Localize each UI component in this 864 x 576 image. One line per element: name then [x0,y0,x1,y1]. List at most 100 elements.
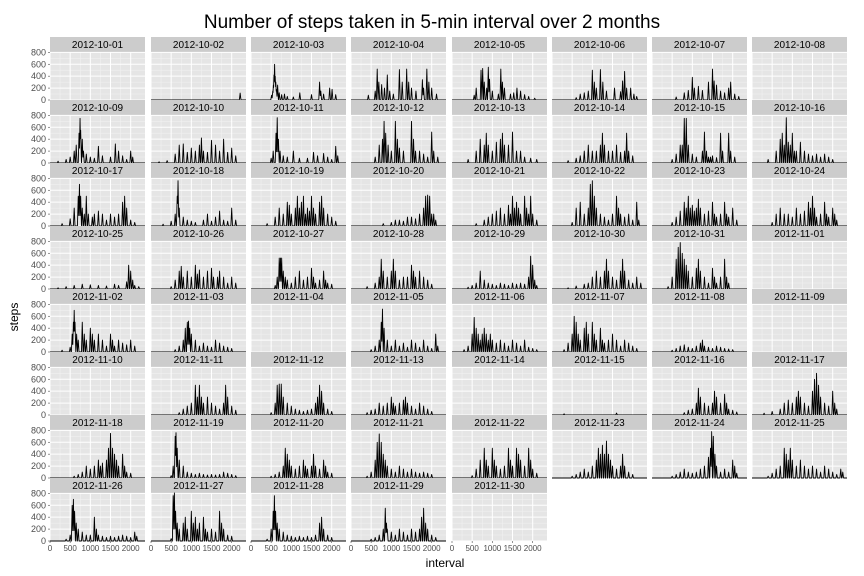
y-tick-label: 400 [31,134,46,144]
facet-strip [50,289,145,304]
facet-strip-label: 2012-11-16 [674,355,725,366]
facet-panel: 2012-10-06 [551,37,648,101]
facet-panel: 2012-10-18 [150,163,247,227]
facet-panel: 2012-11-04 [250,289,346,353]
facet-strip-label: 2012-11-24 [674,418,725,429]
facet-strip [452,478,547,493]
facet-strip [652,37,747,52]
facet-panel: 2012-10-31 [651,226,748,290]
facet-panel: 2012-11-14 [451,352,547,416]
facet-strip [552,289,647,304]
y-tick-label: 0 [41,221,46,231]
facet-panel: 2012-11-08 [651,289,748,353]
y-tick-label: 0 [41,158,46,168]
facet-strip [151,163,246,178]
x-tick-label: 0 [48,544,53,553]
facet-strip [452,163,547,178]
facet-strip-label: 2012-11-15 [574,355,625,366]
facet-strip [151,100,246,115]
y-tick-label: 200 [31,335,46,345]
x-tick-label: 0 [349,544,354,553]
facet-strip-label: 2012-10-27 [273,229,325,240]
facet-strip-label: 2012-11-03 [173,292,224,303]
x-tick-label: 0 [149,544,154,553]
facet-strip-label: 2012-10-05 [474,40,526,51]
facet-panel: 2012-11-07 [551,289,648,353]
facet-panel: 2012-11-19 [150,415,247,479]
facet-strip-label: 2012-11-05 [373,292,424,303]
x-tick-label: 0 [249,544,254,553]
facet-strip-label: 2012-11-13 [373,355,424,366]
facet-strip-label: 2012-10-21 [474,166,526,177]
facet-strip-label: 2012-10-22 [574,166,626,177]
facet-strip [351,226,446,241]
x-tick-label: 0 [450,544,455,553]
x-tick-label: 1500 [303,544,321,553]
y-tick-label: 800 [31,110,46,120]
facet-strip [351,289,446,304]
y-tick-label: 600 [31,500,46,510]
facet-strip [452,37,547,52]
facet-strip [452,100,547,115]
y-tick-label: 800 [31,47,46,57]
y-tick-label: 600 [31,185,46,195]
facet-panel: 2012-11-11 [150,352,247,416]
x-tick-label: 1500 [203,544,221,553]
facet-strip-label: 2012-11-04 [273,292,324,303]
y-tick-label: 400 [31,260,46,270]
y-tick-label: 200 [31,524,46,534]
facet-strip [50,415,145,430]
facet-strip-label: 2012-11-22 [474,418,525,429]
series-line [350,507,447,542]
facet-panel: 2012-11-16 [651,352,748,416]
facet-strip [351,163,446,178]
facet-panel: 2012-11-23 [551,415,648,479]
facet-strip [251,289,346,304]
x-tick-label: 1000 [483,544,501,553]
facet-strip-label: 2012-10-20 [373,166,425,177]
facet-strip [251,352,346,367]
x-tick-label: 1500 [504,544,522,553]
facet-strip [151,352,246,367]
y-tick-label: 200 [31,272,46,282]
y-tick-label: 800 [31,299,46,309]
y-tick-label: 0 [41,536,46,546]
y-tick-label: 200 [31,146,46,156]
facet-panel: 2012-11-18 0 200 400 600 800 [31,415,146,483]
facet-panel: 2012-10-22 [551,163,648,227]
facet-strip [552,415,647,430]
facet-strip-label: 2012-11-28 [273,481,324,492]
facet-strip-label: 2012-11-09 [774,292,825,303]
facet-strip-label: 2012-11-20 [273,418,324,429]
facet-panel: 2012-11-02 0 200 400 600 800 [31,289,146,357]
facet-strip-label: 2012-11-18 [72,418,123,429]
facet-panel: 2012-10-12 [350,100,447,164]
x-tick-label: 1500 [102,544,120,553]
facet-strip-label: 2012-10-19 [273,166,325,177]
facet-strip-label: 2012-10-03 [273,40,325,51]
facet-strip [452,226,547,241]
facet-strip [151,478,246,493]
y-tick-label: 200 [31,209,46,219]
y-tick-label: 800 [31,488,46,498]
facet-panel: 2012-11-29 0 500 1000 1500 2000 [349,478,447,553]
x-tick-label: 2000 [524,544,542,553]
x-tick-label: 2000 [323,544,341,553]
facet-strip-label: 2012-10-31 [674,229,726,240]
y-tick-label: 600 [31,122,46,132]
y-tick-label: 400 [31,323,46,333]
facet-strip [351,415,446,430]
series-line [651,431,748,479]
x-tick-label: 500 [465,544,479,553]
y-tick-label: 0 [41,410,46,420]
facet-strip [752,289,847,304]
x-axis-label: interval [425,556,465,570]
facet-panel: 2012-10-09 0 200 400 600 800 [31,100,146,168]
series-line [551,440,648,479]
facet-strip-label: 2012-11-29 [373,481,424,492]
facet-panel: 2012-11-10 0 200 400 600 800 [31,352,145,420]
series-line [150,492,247,542]
x-tick-label: 2000 [223,544,241,553]
facet-panel: 2012-11-22 [451,415,548,479]
